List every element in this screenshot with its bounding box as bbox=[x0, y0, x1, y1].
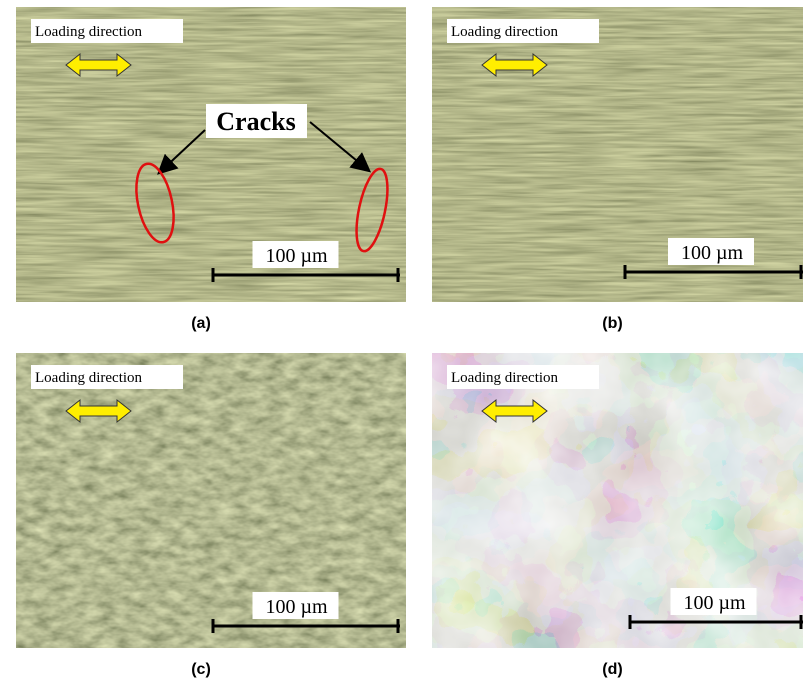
panel: Loading direction 100 µm (d) bbox=[432, 353, 803, 678]
cracks-label: Cracks bbox=[216, 107, 295, 136]
panel: Loading direction 100 µm (c) bbox=[16, 353, 406, 678]
figure: Loading direction100 µm(a)Loading direct… bbox=[0, 0, 803, 686]
panel: Loading direction 100 µm (a) bbox=[16, 7, 406, 332]
micrograph bbox=[16, 353, 406, 648]
caption: (a) bbox=[191, 315, 211, 332]
loading-label: Loading direction bbox=[451, 370, 559, 386]
caption: (d) bbox=[602, 661, 622, 678]
loading-label: Loading direction bbox=[35, 24, 143, 40]
scale-label: 100 µm bbox=[683, 592, 746, 614]
scale-label: 100 µm bbox=[265, 245, 328, 267]
caption: (b) bbox=[602, 315, 622, 332]
caption: (c) bbox=[191, 661, 211, 678]
loading-label: Loading direction bbox=[451, 24, 559, 40]
loading-label: Loading direction bbox=[35, 370, 143, 386]
scale-label: 100 µm bbox=[265, 596, 328, 618]
scale-label: 100 µm bbox=[681, 242, 744, 264]
micrograph bbox=[16, 7, 406, 302]
panel: Loading direction 100 µm (b) bbox=[432, 7, 803, 332]
